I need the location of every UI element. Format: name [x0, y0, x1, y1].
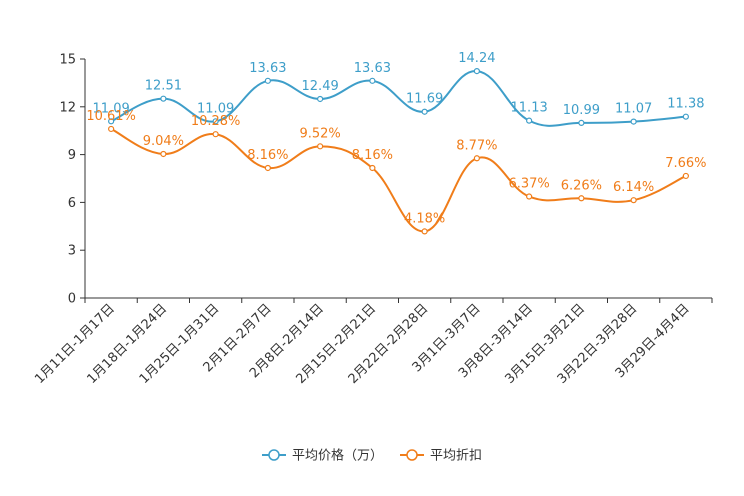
y-tick-label: 6 — [68, 196, 76, 211]
data-label: 8.16% — [352, 148, 393, 163]
data-label: 11.09 — [197, 101, 234, 116]
y-tick-label: 15 — [59, 53, 76, 68]
series-layer — [108, 68, 689, 235]
data-label: 13.63 — [249, 61, 286, 76]
data-point[interactable] — [264, 164, 271, 172]
data-point[interactable] — [212, 118, 219, 125]
legend-label: 平均价格（万） — [292, 448, 383, 464]
data-label: 8.77% — [456, 138, 497, 153]
data-labels: 11.09 12.51 11.09 13.63 12.49 13.63 11.69 14.24… — [86, 51, 706, 226]
data-point[interactable] — [264, 77, 271, 84]
data-point[interactable] — [682, 172, 689, 180]
data-point[interactable] — [630, 118, 637, 125]
data-point[interactable] — [526, 117, 533, 124]
y-tick-label: 12 — [59, 100, 76, 115]
data-label: 13.63 — [354, 61, 391, 76]
legend-label: 平均折扣 — [430, 449, 482, 464]
data-point[interactable] — [682, 113, 689, 120]
data-point[interactable] — [473, 155, 480, 162]
y-tick-label: 9 — [68, 148, 76, 163]
data-point[interactable] — [526, 193, 533, 200]
data-label: 14.24 — [458, 51, 495, 66]
data-point[interactable] — [473, 68, 480, 75]
data-label: 4.18% — [404, 211, 445, 226]
data-point[interactable] — [212, 131, 219, 138]
data-point[interactable] — [578, 119, 585, 126]
data-label: 12.51 — [145, 79, 182, 94]
data-label: 9.52% — [299, 126, 340, 141]
legend-marker-icon — [268, 449, 280, 461]
data-label: 12.49 — [302, 79, 339, 94]
data-point[interactable] — [317, 95, 324, 103]
data-label: 11.07 — [615, 102, 652, 117]
data-label: 6.37% — [508, 177, 549, 192]
data-label: 7.66% — [665, 156, 706, 171]
data-point[interactable] — [160, 150, 167, 158]
axes: 036912151月11日-1月17日1月18日-1月24日1月25日-1月31… — [32, 53, 713, 387]
data-label: 10.28% — [191, 114, 241, 129]
legend-item-1[interactable]: 平均折扣 — [400, 449, 482, 464]
y-tick-label: 0 — [68, 292, 76, 307]
data-label: 9.04% — [143, 134, 184, 149]
data-point[interactable] — [421, 108, 428, 115]
data-point[interactable] — [108, 118, 115, 125]
legend-marker-icon — [406, 449, 418, 461]
data-point[interactable] — [369, 77, 376, 84]
data-label: 11.13 — [511, 101, 548, 116]
data-label: 11.69 — [406, 92, 443, 107]
data-label: 8.16% — [247, 148, 288, 163]
data-label: 10.61% — [86, 109, 136, 124]
data-point[interactable] — [421, 228, 428, 235]
data-point[interactable] — [160, 95, 167, 102]
data-label: 6.26% — [561, 178, 602, 193]
data-point[interactable] — [369, 164, 376, 172]
data-label: 10.99 — [563, 103, 600, 118]
data-point[interactable] — [317, 143, 324, 150]
data-point[interactable] — [630, 197, 637, 204]
data-label: 11.38 — [667, 97, 704, 112]
legend-item-0[interactable]: 平均价格（万） — [262, 448, 383, 464]
y-tick-label: 3 — [68, 244, 76, 259]
data-point[interactable] — [578, 195, 585, 202]
legend[interactable]: 平均价格（万） 平均折扣 — [262, 448, 482, 464]
data-label: 6.14% — [613, 180, 654, 195]
data-label: 11.09 — [93, 101, 130, 116]
data-point[interactable] — [108, 125, 115, 133]
